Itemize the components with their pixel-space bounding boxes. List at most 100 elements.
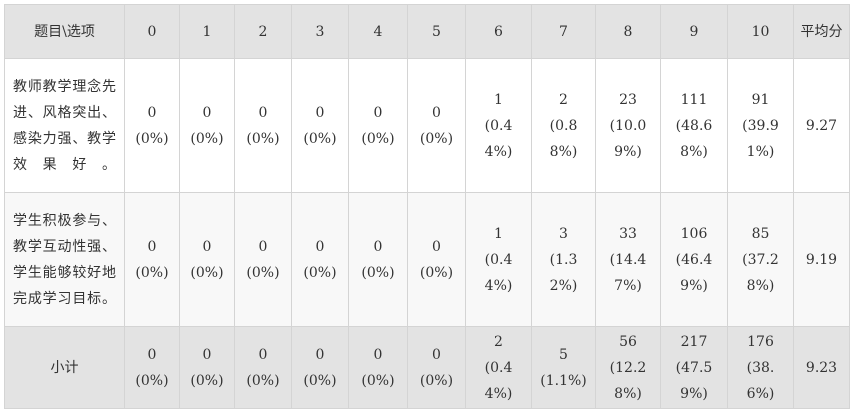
percent: (0%) (361, 130, 395, 147)
percent: (48.68%) (675, 117, 713, 160)
count: 0 (373, 238, 383, 255)
count: 0 (432, 346, 441, 363)
percent: (0%) (361, 372, 395, 389)
count: 0 (432, 104, 441, 121)
option-cell: 0 (0%) (291, 192, 349, 327)
option-cell: 0 (0%) (234, 326, 292, 409)
column-header: 2 (234, 4, 292, 59)
option-cell: 3 (1.32%) (531, 192, 596, 327)
column-header: 3 (291, 4, 349, 59)
average-cell: 9.23 (793, 326, 850, 409)
percent: (14.47%) (609, 251, 647, 294)
option-cell: 0 (0%) (291, 326, 349, 409)
question-cell: 教师教学理念先进、风格突出、感染力强、教学效果好。 (4, 58, 125, 193)
column-header: 0 (124, 4, 180, 59)
percent: (38.6%) (746, 359, 775, 402)
count: 2 (494, 333, 503, 350)
option-cell: 2 (0.44%) (465, 326, 532, 409)
question-cell: 学生积极参与、教学互动性强、学生能够较好地完成学习目标。 (4, 192, 125, 327)
count: 1 (494, 91, 503, 108)
option-cell: 0 (0%) (234, 58, 292, 193)
percent: (1.1%) (540, 372, 587, 389)
percent: (0%) (190, 264, 224, 281)
column-header: 9 (660, 4, 728, 59)
option-cell: 56 (12.28%) (595, 326, 661, 409)
column-header: 8 (595, 4, 661, 59)
table-row: 教师教学理念先进、风格突出、感染力强、教学效果好。 0 (0%) 0 (0%) 0 (0%)… (4, 58, 850, 193)
count: 85 (751, 225, 770, 242)
option-cell: 1 (0.44%) (465, 58, 532, 193)
count: 106 (680, 225, 708, 242)
option-cell: 0 (0%) (179, 58, 235, 193)
option-cell: 0 (0%) (124, 58, 180, 193)
percent: (0%) (135, 372, 169, 389)
subtotal-row: 小计 0 (0%) 0 (0%) 0 (0%) 0 (0%) 0 (0%) 0 (0%) 2 (0.44%)… (4, 326, 850, 409)
count: 0 (315, 238, 325, 255)
percent: (10.09%) (609, 117, 647, 160)
option-cell: 0 (0%) (348, 326, 408, 409)
count: 111 (680, 91, 708, 108)
average-cell: 9.27 (793, 58, 850, 193)
percent: (0%) (135, 130, 169, 147)
column-header: 5 (407, 4, 466, 59)
option-cell: 0 (0%) (124, 326, 180, 409)
percent: (0%) (190, 372, 224, 389)
option-cell: 0 (0%) (407, 326, 466, 409)
count: 91 (751, 91, 770, 108)
percent: (0.88%) (549, 117, 578, 160)
column-header: 题目\选项 (4, 4, 125, 59)
column-header: 1 (179, 4, 235, 59)
percent: (1.32%) (549, 251, 578, 294)
option-cell: 106 (46.49%) (660, 192, 728, 327)
percent: (39.91%) (742, 117, 779, 160)
percent: (0%) (246, 264, 280, 281)
column-header: 平均分 (793, 4, 850, 59)
option-cell: 0 (0%) (179, 326, 235, 409)
option-cell: 1 (0.44%) (465, 192, 532, 327)
percent: (12.28%) (609, 359, 647, 402)
count: 0 (147, 104, 157, 121)
count: 23 (619, 91, 637, 108)
count: 3 (559, 225, 568, 242)
count: 1 (494, 225, 503, 242)
count: 217 (680, 333, 708, 350)
percent: (0%) (303, 130, 337, 147)
percent: (46.49%) (675, 251, 713, 294)
percent: (0%) (190, 130, 224, 147)
option-cell: 176 (38.6%) (727, 326, 794, 409)
count: 0 (373, 346, 383, 363)
column-header: 4 (348, 4, 408, 59)
option-cell: 85 (37.28%) (727, 192, 794, 327)
count: 33 (619, 225, 637, 242)
option-cell: 0 (0%) (234, 192, 292, 327)
percent: (47.59%) (675, 359, 713, 402)
column-header: 6 (465, 4, 532, 59)
option-cell: 33 (14.47%) (595, 192, 661, 327)
percent: (0%) (419, 264, 454, 281)
count: 0 (258, 238, 268, 255)
option-cell: 5 (1.1%) (531, 326, 596, 409)
percent: (0%) (303, 372, 337, 389)
percent: (0%) (135, 264, 169, 281)
question-cell: 小计 (4, 326, 125, 409)
table-row: 学生积极参与、教学互动性强、学生能够较好地完成学习目标。 0 (0%) 0 (0%) 0 (… (4, 192, 850, 327)
option-cell: 0 (0%) (407, 58, 466, 193)
option-cell: 23 (10.09%) (595, 58, 661, 193)
results-table: 题目\选项 0 1 2 3 4 5 6 7 8 9 10 平均分 教师教学理念先进、风格突出、感染力强、… (4, 4, 850, 409)
header-row: 题目\选项 0 1 2 3 4 5 6 7 8 9 10 平均分 (4, 4, 850, 59)
percent: (0%) (246, 130, 280, 147)
percent: (0%) (361, 264, 395, 281)
option-cell: 0 (0%) (179, 192, 235, 327)
column-header: 7 (531, 4, 596, 59)
option-cell: 2 (0.88%) (531, 58, 596, 193)
option-cell: 0 (0%) (407, 192, 466, 327)
percent: (0%) (303, 264, 337, 281)
count: 0 (147, 238, 157, 255)
count: 0 (432, 238, 441, 255)
column-header: 10 (727, 4, 794, 59)
percent: (0%) (419, 372, 454, 389)
option-cell: 111 (48.68%) (660, 58, 728, 193)
percent: (0.44%) (484, 117, 513, 160)
count: 5 (559, 346, 568, 363)
option-cell: 0 (0%) (124, 192, 180, 327)
